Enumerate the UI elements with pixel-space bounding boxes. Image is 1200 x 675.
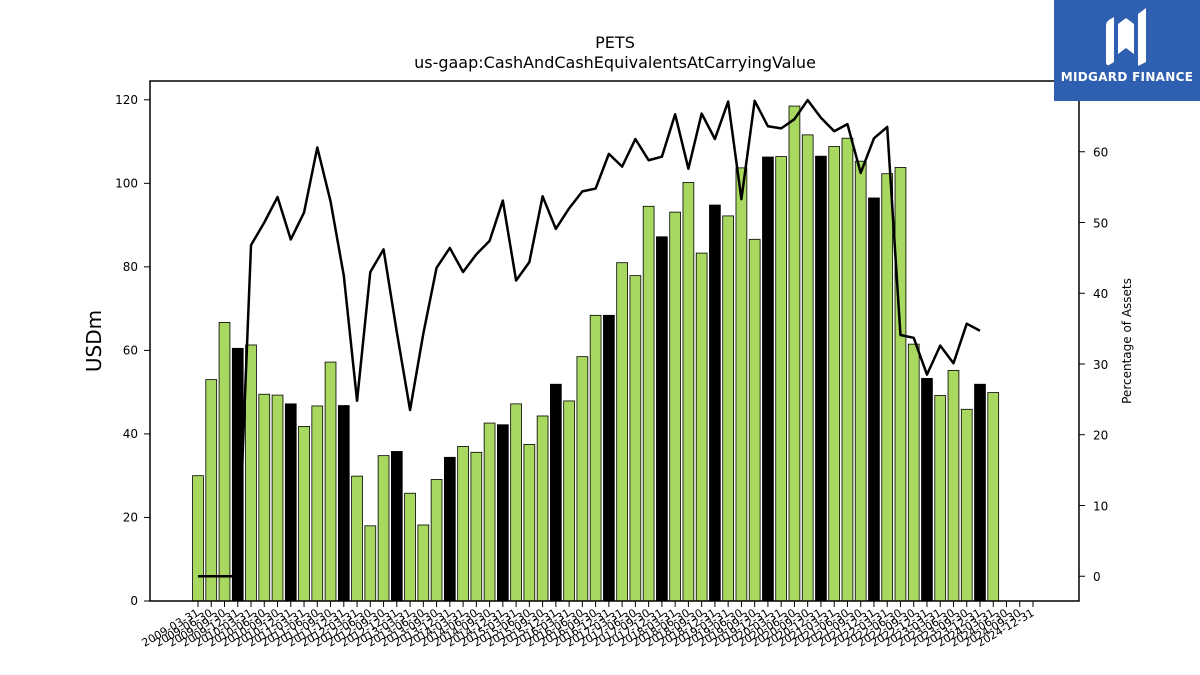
bar-2023-03-31 bbox=[934, 395, 947, 602]
bar-2021-06-30 bbox=[841, 137, 854, 602]
bar-2017-06-30 bbox=[629, 275, 642, 602]
bar-2013-06-30 bbox=[417, 524, 430, 602]
y2-tick-label: 0 bbox=[1093, 570, 1101, 584]
bar-2013-09-30 bbox=[430, 479, 443, 602]
bar-2013-12-31 bbox=[443, 456, 456, 602]
bar-2023-09-30 bbox=[960, 408, 973, 602]
bar-2013-03-31 bbox=[404, 492, 416, 602]
bar-2018-12-31 bbox=[709, 204, 721, 602]
bar-2011-09-30 bbox=[324, 361, 337, 602]
bar-2017-12-31 bbox=[656, 236, 668, 602]
y-axis-left: 0 20 40 60 80 100 120 bbox=[115, 93, 150, 608]
bar-2021-12-31 bbox=[868, 197, 880, 602]
brand-name: MIDGARD FINANCE bbox=[1060, 70, 1194, 84]
bar-2024-03-31 bbox=[987, 392, 1000, 602]
bar-2021-09-30 bbox=[854, 160, 867, 602]
bar-2023-12-31 bbox=[974, 383, 986, 602]
chart-title: PETS bbox=[595, 33, 635, 52]
bar-2010-12-31 bbox=[284, 403, 297, 602]
bar-2019-06-30 bbox=[735, 167, 748, 602]
bar-2010-06-30 bbox=[258, 393, 271, 602]
y-axis-label: USDm bbox=[82, 310, 106, 372]
bar-2023-06-30 bbox=[947, 370, 960, 602]
bar-2022-06-30 bbox=[894, 167, 907, 602]
bar-2012-12-31 bbox=[390, 451, 403, 602]
bar-2012-03-31 bbox=[351, 475, 363, 602]
y2-tick-label: 50 bbox=[1093, 216, 1108, 230]
bar-2015-03-31 bbox=[510, 403, 522, 602]
bar-2022-09-30 bbox=[907, 343, 920, 602]
bar-2011-03-31 bbox=[298, 426, 310, 602]
bar-series bbox=[192, 105, 1000, 602]
bar-2010-09-30 bbox=[271, 394, 284, 602]
bar-2020-03-31 bbox=[775, 156, 788, 602]
y2-tick-label: 40 bbox=[1093, 287, 1108, 301]
y-tick-label: 120 bbox=[115, 93, 138, 107]
bar-2018-09-30 bbox=[695, 252, 708, 602]
bar-2010-03-31 bbox=[245, 344, 257, 602]
y-tick-label: 60 bbox=[123, 343, 138, 357]
bar-2020-09-30 bbox=[801, 134, 814, 602]
bar-2017-03-31 bbox=[616, 262, 628, 602]
y-tick-label: 100 bbox=[115, 176, 138, 190]
y-tick-label: 20 bbox=[123, 510, 138, 524]
y2-tick-label: 30 bbox=[1093, 358, 1108, 372]
bar-2022-03-31 bbox=[881, 173, 894, 602]
bar-2011-12-31 bbox=[337, 405, 350, 602]
bar-2011-06-30 bbox=[311, 405, 324, 602]
bar-2020-12-31 bbox=[815, 155, 827, 602]
y-tick-label: 40 bbox=[123, 427, 138, 441]
bar-2015-06-30 bbox=[523, 443, 536, 602]
y2-axis-label: Percentage of Assets bbox=[1120, 278, 1134, 404]
bar-2020-06-30 bbox=[788, 105, 801, 602]
y-tick-label: 80 bbox=[123, 260, 138, 274]
bar-2016-09-30 bbox=[589, 314, 602, 602]
bar-2019-12-31 bbox=[762, 156, 774, 602]
chart-subtitle: us-gaap:CashAndCashEquivalentsAtCarrying… bbox=[414, 53, 816, 72]
pct-assets-line bbox=[198, 98, 981, 578]
bar-2014-09-30 bbox=[483, 422, 496, 602]
bar-2017-09-30 bbox=[642, 205, 655, 602]
y-tick-label: 0 bbox=[130, 594, 138, 608]
bar-2009-09-30 bbox=[218, 322, 231, 602]
bar-2015-12-31 bbox=[550, 383, 562, 602]
bar-2016-03-31 bbox=[563, 400, 575, 602]
bar-2015-09-30 bbox=[536, 415, 549, 602]
y2-tick-label: 10 bbox=[1093, 499, 1108, 513]
bar-2012-09-30 bbox=[377, 455, 390, 602]
y2-tick-label: 20 bbox=[1093, 429, 1108, 443]
bar-2016-12-31 bbox=[603, 314, 615, 602]
brand-logo: MIDGARD FINANCE bbox=[1054, 0, 1200, 101]
x-axis: 2009-03-312009-06-302009-09-302009-12-31… bbox=[140, 601, 1037, 650]
bar-2019-09-30 bbox=[748, 238, 761, 602]
midgard-logo-icon bbox=[1106, 8, 1146, 66]
bar-2014-06-30 bbox=[470, 451, 483, 602]
bar-2012-06-30 bbox=[364, 525, 377, 602]
y2-tick-label: 60 bbox=[1093, 146, 1108, 160]
bar-2018-03-31 bbox=[669, 211, 681, 602]
bar-2022-12-31 bbox=[921, 377, 933, 602]
bar-2018-06-30 bbox=[682, 182, 695, 602]
pct-assets-series bbox=[198, 98, 981, 578]
bar-2009-06-30 bbox=[205, 379, 218, 602]
bar-2019-03-31 bbox=[722, 215, 734, 602]
bar-2021-03-31 bbox=[828, 146, 841, 602]
y-axis-right: 0 10 20 30 40 50 60 bbox=[1079, 146, 1108, 584]
bar-2009-03-31 bbox=[192, 475, 204, 602]
bar-2014-12-31 bbox=[497, 424, 509, 602]
plot-frame bbox=[149, 80, 1080, 602]
bar-2014-03-31 bbox=[457, 446, 469, 602]
bar-2016-06-30 bbox=[576, 356, 589, 602]
